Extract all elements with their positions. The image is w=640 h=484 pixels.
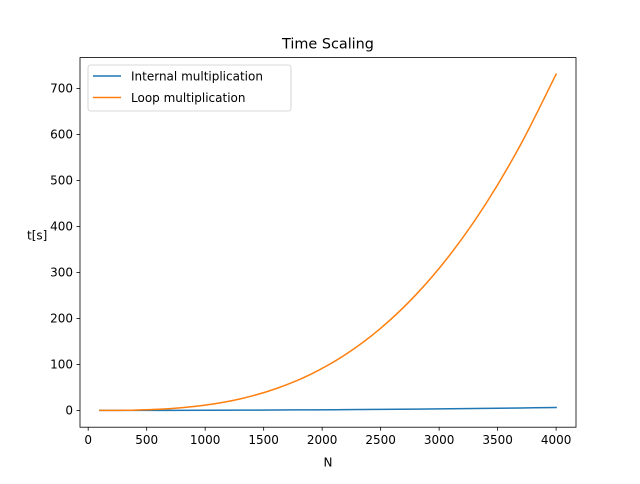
- legend-label-internal-multiplication: Internal multiplication: [131, 69, 263, 83]
- y-tick-label: 200: [50, 312, 73, 326]
- y-tick-label: 600: [50, 128, 73, 142]
- plot-lines: [99, 73, 558, 412]
- y-tick-label: 300: [50, 266, 73, 280]
- x-tick-label: 0: [84, 433, 92, 447]
- y-tick-label: 100: [50, 358, 73, 372]
- series-line-internal-multiplication: [99, 406, 557, 412]
- x-tick-label: 2000: [307, 433, 338, 447]
- y-axis-ticks: 0 100 200 300 400 500 600 700: [50, 82, 80, 418]
- y-tick-label: 700: [50, 82, 73, 96]
- x-tick-label: 3500: [482, 433, 513, 447]
- x-tick-label: 4000: [541, 433, 572, 447]
- x-axis-label: N: [324, 456, 333, 470]
- x-tick-label: 1500: [248, 433, 279, 447]
- x-axis-ticks: 0 500 1000 1500 2000 2500 3000 3500 4000: [84, 427, 571, 447]
- y-axis-label: t[s]: [27, 229, 47, 243]
- y-tick-label: 400: [50, 220, 73, 234]
- x-tick-label: 3000: [424, 433, 455, 447]
- x-tick-label: 500: [135, 433, 158, 447]
- legend: Internal multiplication Loop multiplicati…: [87, 64, 292, 112]
- series-line-loop-multiplication: [99, 73, 558, 412]
- legend-box: [87, 64, 292, 112]
- y-tick-label: 0: [65, 404, 73, 418]
- plot-area-frame: [79, 57, 577, 428]
- chart-title: Time Scaling: [281, 37, 374, 53]
- x-tick-label: 1000: [190, 433, 221, 447]
- x-tick-label: 2500: [365, 433, 396, 447]
- legend-label-loop-multiplication: Loop multiplication: [131, 91, 245, 105]
- y-tick-label: 500: [50, 174, 73, 188]
